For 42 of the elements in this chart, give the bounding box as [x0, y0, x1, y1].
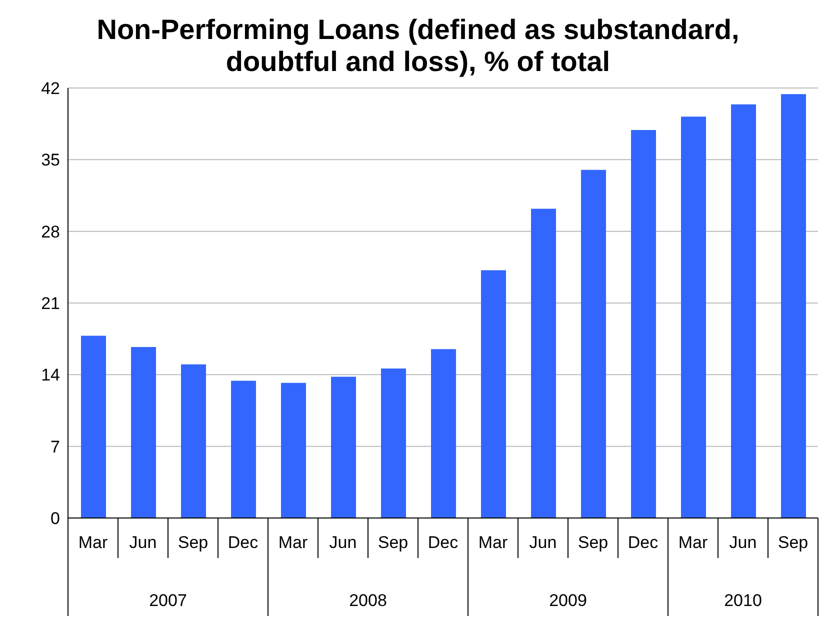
x-tick-label: Sep [578, 533, 608, 552]
text: 2007 [149, 591, 187, 610]
y-tick-label: 0 [50, 509, 60, 528]
x-tick-label: Mar [78, 533, 108, 552]
y-tick-label: 42 [41, 79, 60, 98]
y-tick-label: 21 [41, 294, 60, 314]
bar [331, 376, 356, 518]
bar [381, 368, 406, 518]
bar [81, 336, 106, 518]
y-tick-label: 28 [41, 222, 60, 242]
x-tick-label: Mar [678, 533, 708, 552]
bar [281, 382, 306, 518]
x-tick-label: Mar [478, 533, 508, 552]
y-tick-label: 7 [50, 437, 60, 456]
x-tick-label: Jun [329, 533, 357, 552]
bar [481, 270, 506, 518]
bar [231, 380, 256, 518]
x-tick-label: Mar [278, 533, 308, 552]
x-tick-label: Jun [529, 533, 557, 552]
bar [581, 170, 606, 518]
x-tick-label: Sep [778, 533, 808, 552]
bar [431, 349, 456, 518]
bar [531, 208, 556, 518]
y-tick-label: 35 [41, 150, 60, 170]
x-tick-label: Sep [178, 533, 208, 552]
bar [131, 347, 156, 518]
x-tick-label: Jun [729, 533, 757, 552]
bar [631, 130, 656, 518]
text: 2009 [549, 591, 587, 610]
chart-title: Non-Performing Loans (defined as substandard, doubtful and loss), % of total [96, 13, 740, 78]
x-tick-label: Dec [428, 533, 459, 552]
text: 2010 [724, 591, 762, 610]
x-tick-label: Dec [628, 533, 659, 552]
y-tick-label: 14 [41, 366, 60, 385]
x-tick-label: Jun [129, 533, 157, 552]
x-tick-label: Dec [228, 533, 259, 552]
text: 2008 [349, 591, 387, 610]
x-tick-label: Sep [378, 533, 408, 552]
bar [731, 104, 756, 518]
bar [781, 94, 806, 518]
bar [681, 116, 706, 518]
bar [181, 364, 206, 518]
